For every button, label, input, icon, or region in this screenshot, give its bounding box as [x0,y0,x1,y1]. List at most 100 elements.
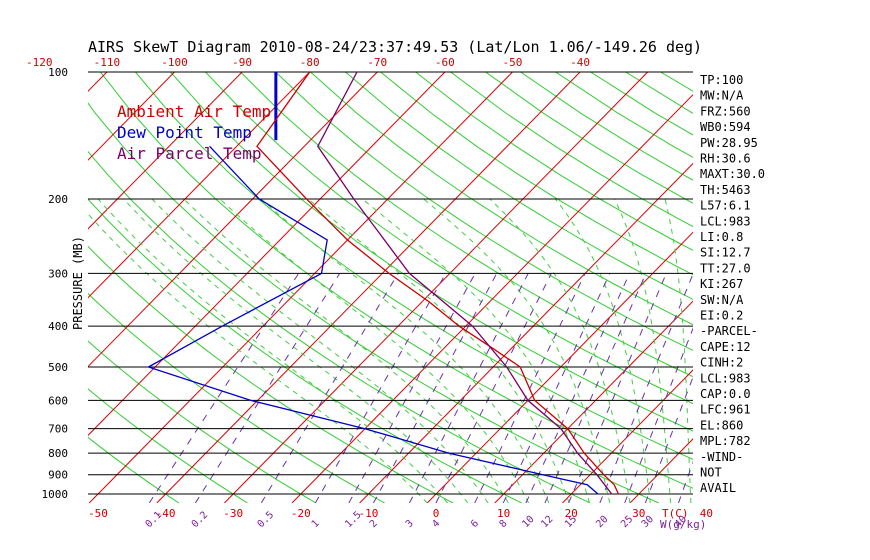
top-temp-tick-label: -70 [367,56,387,69]
top-temp-tick-label: -90 [232,56,252,69]
index-label: LFC:961 [700,403,751,417]
mixing-ratio-line [502,273,611,503]
top-temp-tick-label: -100 [161,56,188,69]
isotherm [88,72,378,368]
dry-adiabat [205,72,693,405]
pressure-tick-label: 100 [48,66,68,79]
dry-adiabat [415,72,693,251]
index-label: WB0:594 [700,120,751,134]
mixing-ratio-tick-label: 3 [404,518,416,530]
mixing-ratio-line [314,273,447,503]
mixing-ratio-line [525,273,630,503]
mixing-ratio-tick-label: 1 [310,518,322,530]
isotherm [562,369,693,503]
sounding-series [146,72,620,495]
mixing-ratio-tick-label: 0.5 [256,510,277,531]
moist-adiabat [151,198,489,503]
moist-adiabat [664,198,692,503]
moist-adiabat [97,198,448,503]
top-temp-tick-label: -50 [503,56,523,69]
dry-adiabat [660,72,693,92]
dry-adiabat [836,72,870,503]
bottom-temp-tick-label: 10 [497,507,510,520]
air-parcel-temp-line [317,72,613,495]
moist-adiabat-grid [88,198,692,503]
mixing-ratio-tick-label: 20 [594,514,610,530]
isotherm [88,72,446,437]
dew-point-temp-line [146,145,599,495]
ambient-air-temp-line [256,72,620,495]
top-temp-tick-label: -110 [94,56,121,69]
index-label: EI:0.2 [700,309,743,323]
top-temp-tick-label: -60 [435,56,455,69]
index-label: PW:28.95 [700,136,758,150]
mixing-ratio-tick-label: 6 [469,518,481,530]
index-label: TP:100 [700,73,743,87]
index-label: MPL:782 [700,434,751,448]
bottom-temp-tick-label: -30 [223,507,243,520]
bottom-temp-tick-label: 20 [565,507,578,520]
index-label: L57:6.1 [700,199,751,213]
pressure-tick-label: 300 [48,267,68,280]
index-label: TH:5463 [700,183,751,197]
pressure-tick-label: 400 [48,320,68,333]
pressure-tick-label: 200 [48,193,68,206]
isotherm [359,162,693,503]
mixing-ratio-tick-label: 4 [430,518,442,530]
index-label: TT:27.0 [700,261,751,275]
index-label: FRZ:560 [700,104,751,118]
isobar-lines [88,71,693,495]
index-label: EL:860 [700,418,743,432]
mixing-ratio-tick-label: 10 [520,514,536,530]
mixing-ratio-line [348,273,476,503]
dry-adiabat [88,198,522,503]
pressure-tick-label: 500 [48,361,68,374]
top-temp-tick-label: -40 [570,56,590,69]
legend-entry: Dew Point Temp [117,123,252,142]
isotherm [426,231,693,503]
dry-adiabat [380,72,693,276]
isotherm [88,72,108,92]
moist-adiabat [219,198,530,503]
dry-adiabat [275,72,693,351]
index-label: CAP:0.0 [700,387,751,401]
bottom-temp-tick-label: -50 [88,507,108,520]
isotherm [224,72,649,503]
top-temp-tick-label: -120 [26,56,53,69]
pressure-tick-label: 900 [48,469,68,482]
index-label: AVAIL [700,481,736,495]
legend-entry: Air Parcel Temp [117,144,262,163]
index-label: SI:12.7 [700,246,751,260]
bottom-temp-tick-label: 40 [700,507,713,520]
dry-adiabat [88,150,591,503]
bottom-temp-tick-label: -40 [156,507,176,520]
index-label: SW:N/A [700,293,744,307]
isotherm-grid [0,72,870,503]
chart-title: AIRS SkewT Diagram 2010-08-24/23:37:49.5… [88,38,702,56]
dry-adiabat [450,72,693,228]
isotherm [494,300,693,503]
dry-adiabat [170,72,693,432]
dry-adiabat [88,340,317,503]
isotherm [88,72,243,230]
isotherm [765,72,870,503]
dry-adiabat [240,72,693,378]
isotherm [0,72,39,503]
moist-adiabat [308,198,570,503]
index-label: -PARCEL- [700,324,758,338]
bottom-temp-tick-label: 30 [632,507,645,520]
mixing-ratio-line [260,273,399,503]
bottom-temp-tick-label: -20 [291,507,311,520]
dry-adiabat [345,72,693,300]
mixing-ratio-line [409,273,529,503]
dry-adiabat [801,72,870,503]
isotherm [291,93,693,503]
moist-adiabat [88,213,428,503]
dry-adiabat [88,102,660,503]
index-label: KI:267 [700,277,743,291]
dry-adiabat [88,388,248,503]
pressure-tick-label: 800 [48,447,68,460]
mixing-ratio-tick-label: 0.2 [190,510,211,531]
legend-entry: Ambient Air Temp [117,102,271,121]
